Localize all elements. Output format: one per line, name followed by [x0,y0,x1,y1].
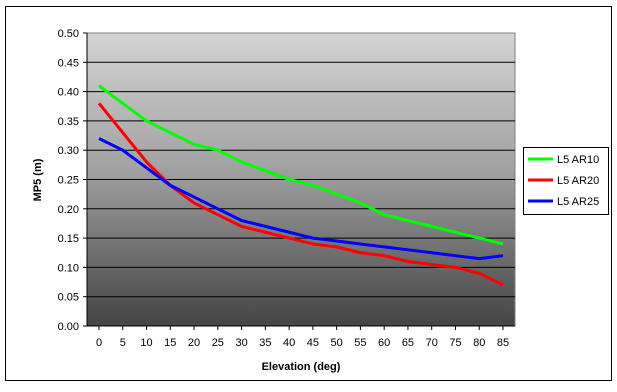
y-tick-label: 0.05 [58,292,79,304]
x-tick-label: 0 [96,337,102,349]
x-tick-label: 35 [259,337,271,349]
x-tick-label: 70 [426,337,438,349]
y-tick-label: 0.35 [58,116,79,128]
x-tick-label: 5 [120,337,126,349]
legend-label-l5-ar20: L5 AR20 [557,175,599,187]
legend-label-l5-ar25: L5 AR25 [557,196,599,208]
x-tick-label: 80 [473,337,485,349]
y-tick-label: 0.25 [58,175,79,187]
y-tick-label: 0.45 [58,57,79,69]
x-tick-label: 75 [449,337,461,349]
x-tick-label: 15 [164,337,176,349]
x-tick-label: 60 [378,337,390,349]
y-tick-label: 0.40 [58,87,79,99]
legend: L5 AR10 L5 AR20 L5 AR25 [524,148,609,215]
y-tick-label: 0.15 [58,233,79,245]
y-tick-label: 0.50 [58,28,79,40]
x-tick-label: 25 [212,337,224,349]
x-tick-label: 30 [235,337,247,349]
y-tick-label: 0.20 [58,204,79,216]
y-tick-label: 0.30 [58,145,79,157]
legend-label-l5-ar10: L5 AR10 [557,154,599,166]
y-axis-title: MP5 (m) [32,158,44,201]
y-tick-label: 0.00 [58,321,79,333]
x-tick-label: 85 [497,337,509,349]
x-tick-label: 65 [402,337,414,349]
y-tick-label: 0.10 [58,262,79,274]
x-tick-label: 45 [307,337,319,349]
x-tick-label: 50 [331,337,343,349]
x-tick-label: 10 [140,337,152,349]
x-axis-title: Elevation (deg) [262,361,341,373]
x-tick-label: 40 [283,337,295,349]
x-tick-label: 55 [354,337,366,349]
x-tick-label: 20 [188,337,200,349]
